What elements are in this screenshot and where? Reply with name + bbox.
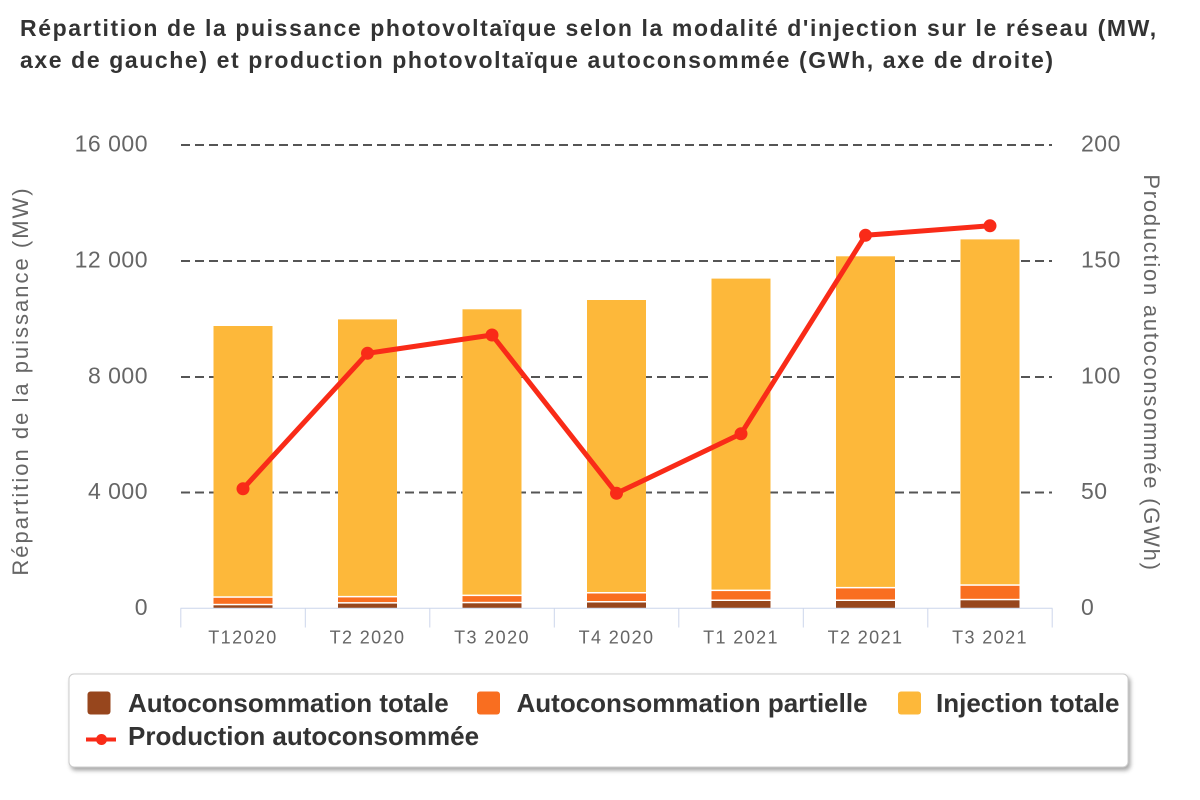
svg-text:12 000: 12 000	[75, 247, 148, 273]
svg-text:T3 2021: T3 2021	[952, 628, 1028, 648]
svg-text:200: 200	[1081, 131, 1121, 157]
svg-text:T4 2020: T4 2020	[579, 628, 655, 648]
svg-text:16 000: 16 000	[75, 131, 148, 157]
svg-text:100: 100	[1081, 363, 1121, 389]
svg-text:T2 2020: T2 2020	[330, 628, 406, 648]
svg-text:T1 2021: T1 2021	[703, 628, 779, 648]
svg-text:0: 0	[1081, 594, 1094, 620]
svg-text:0: 0	[135, 594, 148, 620]
svg-text:Production autoconsommée (GWh): Production autoconsommée (GWh)	[1139, 174, 1164, 571]
svg-text:Autoconsommation partielle: Autoconsommation partielle	[517, 688, 868, 718]
svg-text:150: 150	[1081, 247, 1121, 273]
svg-text:4 000: 4 000	[88, 478, 148, 504]
svg-text:Répartition de la puissance (M: Répartition de la puissance (MW)	[8, 186, 33, 575]
svg-text:T2 2021: T2 2021	[828, 628, 904, 648]
svg-text:50: 50	[1081, 478, 1108, 504]
svg-text:Production autoconsommée: Production autoconsommée	[128, 721, 479, 751]
svg-text:T12020: T12020	[208, 628, 277, 648]
svg-text:axe de gauche) et production p: axe de gauche) et production photovoltaï…	[20, 47, 1055, 73]
svg-text:Répartition de la puissance ph: Répartition de la puissance photovoltaïq…	[20, 15, 1158, 41]
svg-text:Injection totale: Injection totale	[936, 688, 1119, 718]
svg-text:Autoconsommation totale: Autoconsommation totale	[128, 688, 449, 718]
svg-text:8 000: 8 000	[88, 363, 148, 389]
svg-text:T3 2020: T3 2020	[454, 628, 530, 648]
